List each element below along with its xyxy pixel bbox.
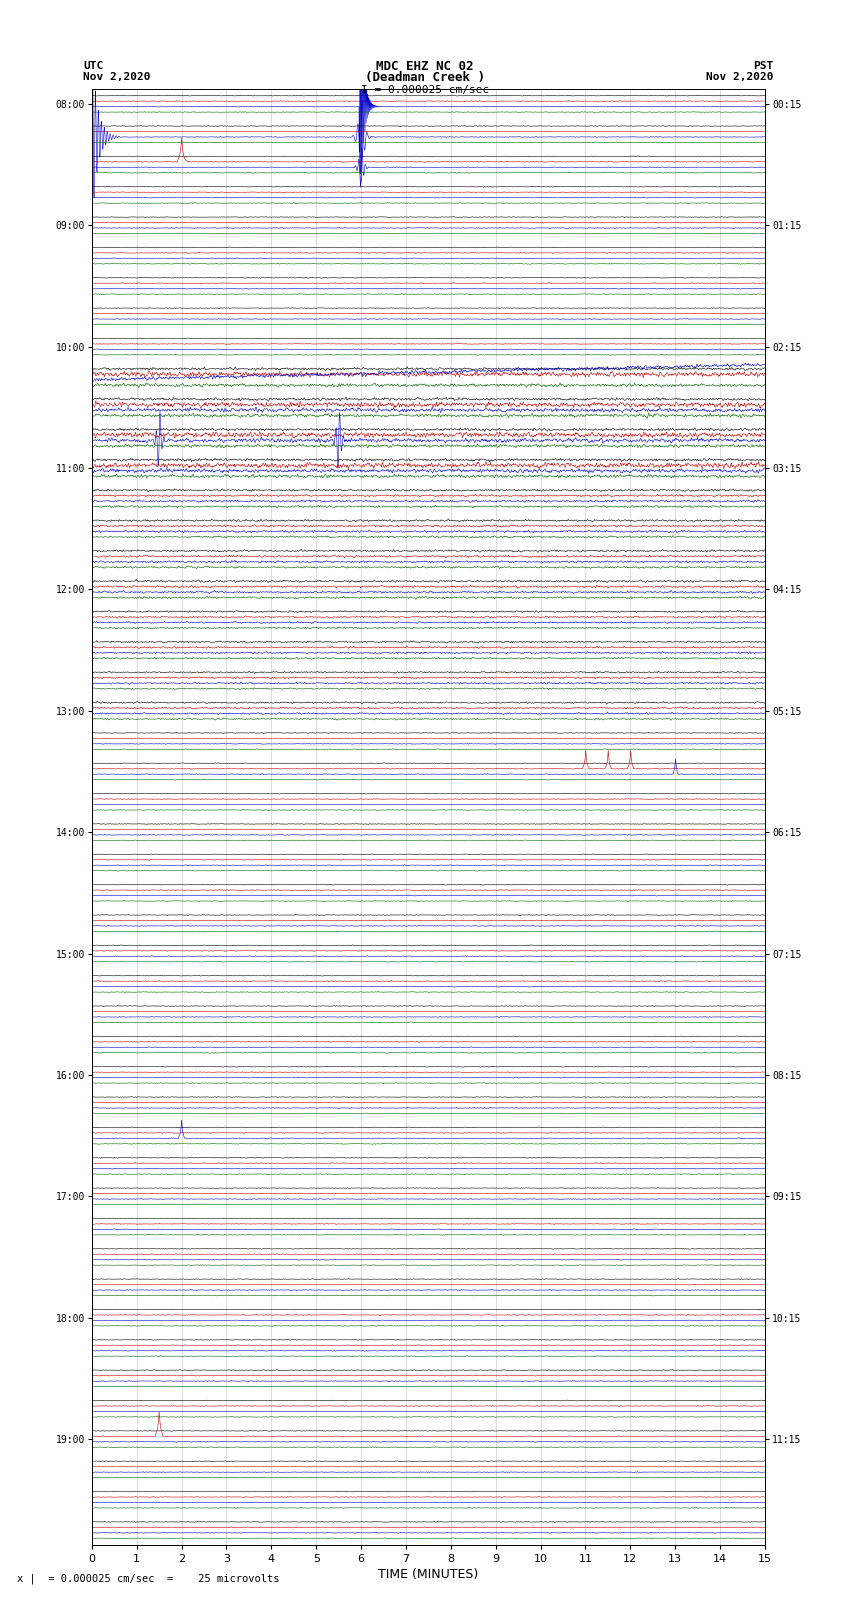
Text: Nov 2,2020: Nov 2,2020 <box>83 73 150 82</box>
Text: I = 0.000025 cm/sec: I = 0.000025 cm/sec <box>361 85 489 95</box>
X-axis label: TIME (MINUTES): TIME (MINUTES) <box>378 1568 479 1581</box>
Text: PST: PST <box>753 61 774 71</box>
Text: x |  = 0.000025 cm/sec  =    25 microvolts: x | = 0.000025 cm/sec = 25 microvolts <box>17 1573 280 1584</box>
Text: MDC EHZ NC 02: MDC EHZ NC 02 <box>377 60 473 73</box>
Text: (Deadman Creek ): (Deadman Creek ) <box>365 71 485 84</box>
Text: Nov 2,2020: Nov 2,2020 <box>706 73 774 82</box>
Text: UTC: UTC <box>83 61 104 71</box>
